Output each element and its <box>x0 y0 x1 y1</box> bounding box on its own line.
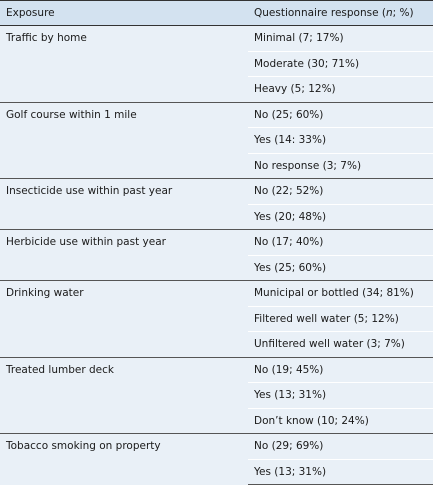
response-cell: Yes (13; 31%) <box>248 382 433 408</box>
table-row: Heavy (5; 12%) <box>0 76 433 102</box>
table-row: Insecticide use within past year No (22; … <box>0 178 433 230</box>
response-cell: Municipal or bottled (34; 81%) <box>248 280 433 306</box>
response-cell: Filtered well water (5; 12%) <box>248 305 433 332</box>
table-row: Traffic by home Minimal (7; 17%) <box>0 25 433 102</box>
table-body: Traffic by home Minimal (7; 17%) Moderate … <box>0 25 433 485</box>
exposure-cell: Treated lumber deck <box>0 356 248 434</box>
header-row: Exposure Questionnaire response (n; %) <box>0 0 433 26</box>
table-row: Yes (14: 33%) <box>0 127 433 153</box>
exposure-cell: Drinking water <box>0 280 248 357</box>
response-cell: No (29; 69%) <box>248 433 433 459</box>
header-text: ; %) <box>392 7 414 19</box>
response-cell: No (19; 45%) <box>248 356 433 383</box>
exposure-cell: Herbicide use within past year <box>0 229 248 281</box>
response-cell: Heavy (5; 12%) <box>248 76 433 102</box>
table-row: Yes (13; 31%) <box>0 458 433 485</box>
table-row: No response (3; 7%) <box>0 152 433 179</box>
response-cell: No (17; 40%) <box>248 229 433 255</box>
response-cell: Yes (14: 33%) <box>248 127 433 153</box>
exposure-cell: Traffic by home <box>0 25 248 102</box>
exposure-cell: Insecticide use within past year <box>0 178 248 230</box>
response-cell: No (22; 52%) <box>248 178 433 204</box>
response-cell: Minimal (7; 17%) <box>248 25 433 51</box>
table-row: Yes (20; 48%) <box>0 203 433 230</box>
table-row: Tobacco smoking on property No (29; 69%) <box>0 433 433 485</box>
header-cell: Questionnaire response (n; %) <box>248 0 433 26</box>
table-row: Yes (13; 31%) <box>0 382 433 408</box>
response-cell: Moderate (30; 71%) <box>248 50 433 77</box>
exposure-cell: Tobacco smoking on property <box>0 433 248 485</box>
response-cell: No (25; 60%) <box>248 101 433 128</box>
table-row: Yes (25; 60%) <box>0 254 433 281</box>
header-text: Questionnaire response ( <box>254 7 386 19</box>
response-cell: Yes (13; 31%) <box>248 458 433 485</box>
table-row: Golf course within 1 mile No (25; 60%) <box>0 101 433 179</box>
table-row: Moderate (30; 71%) <box>0 50 433 77</box>
table-row: Filtered well water (5; 12%) <box>0 305 433 332</box>
table-row: Treated lumber deck No (19; 45%) <box>0 356 433 434</box>
table-row: Herbicide use within past year No (17; 40… <box>0 229 433 281</box>
response-cell: Yes (20; 48%) <box>248 203 433 230</box>
response-cell: No response (3; 7%) <box>248 152 433 179</box>
header-text: n <box>385 7 393 19</box>
response-cell: Yes (25; 60%) <box>248 254 433 281</box>
response-cell: Unfiltered well water (3; 7%) <box>248 331 433 357</box>
response-cell: Don’t know (10; 24%) <box>248 407 433 434</box>
table-row: Don’t know (10; 24%) <box>0 407 433 434</box>
table-row: Unfiltered well water (3; 7%) <box>0 331 433 357</box>
table-row: Drinking water Municipal or bottled (34; … <box>0 280 433 357</box>
header-cell: Exposure <box>0 0 248 26</box>
exposure-cell: Golf course within 1 mile <box>0 101 248 179</box>
